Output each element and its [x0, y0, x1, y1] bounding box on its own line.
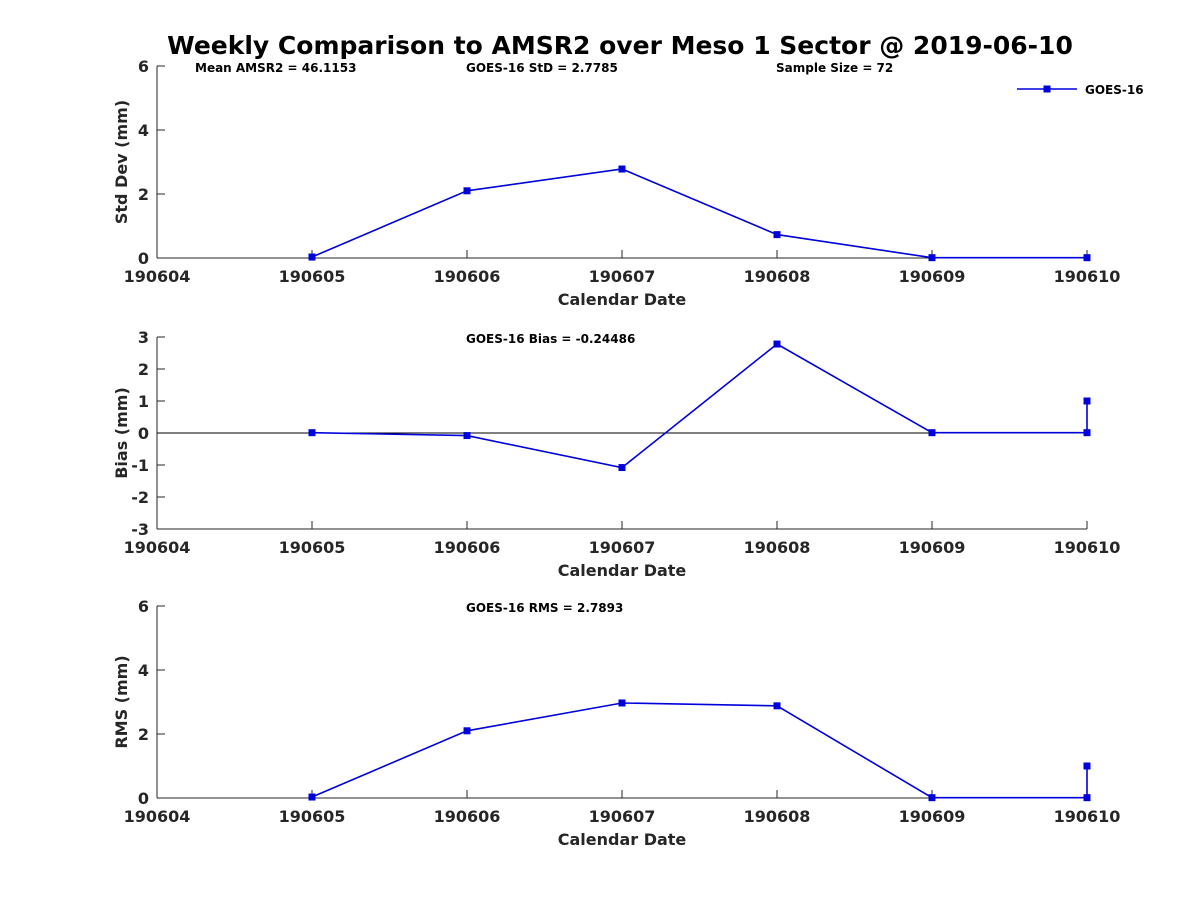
- stat-annotation: Mean AMSR2 = 46.1153: [195, 61, 356, 75]
- y-tick-label: 4: [138, 661, 149, 680]
- data-point: [308, 429, 316, 437]
- x-tick-label: 190609: [899, 538, 966, 557]
- x-tick-label: 190608: [744, 267, 811, 286]
- subplot-3: 190604 190605 190606 190607 190608 190609 1906…: [112, 597, 1120, 849]
- chart-title: Weekly Comparison to AMSR2 over Meso 1 S…: [167, 31, 1073, 60]
- x-axis-label: Calendar Date: [558, 561, 687, 580]
- data-point: [928, 254, 936, 262]
- data-point: [773, 340, 781, 348]
- y-tick-label: 0: [138, 424, 149, 443]
- x-tick-label: 190607: [589, 538, 656, 557]
- subplot-1: 190604 190605 190606 190607 190608 190609 1906…: [112, 57, 1144, 309]
- x-axis-label: Calendar Date: [558, 290, 687, 309]
- x-tick-label: 190604: [124, 538, 191, 557]
- data-point: [308, 793, 316, 801]
- y-axis-label: Bias (mm): [112, 387, 131, 479]
- x-tick-label: 190606: [434, 807, 501, 826]
- y-tick-label: 1: [138, 392, 149, 411]
- x-tick-label: 190605: [279, 538, 346, 557]
- x-tick-label: 190604: [124, 807, 191, 826]
- series-line: [311, 343, 1088, 469]
- data-point: [928, 794, 936, 802]
- x-tick-label: 190606: [434, 267, 501, 286]
- stat-annotation: GOES-16 StD = 2.7785: [466, 61, 618, 75]
- data-point: [463, 187, 471, 195]
- x-tick-label: 190607: [589, 267, 656, 286]
- stat-annotation: GOES-16 RMS = 2.7893: [466, 601, 623, 615]
- series-line: [311, 168, 1087, 259]
- x-tick-label: 190605: [279, 267, 346, 286]
- data-point: [1083, 429, 1091, 437]
- x-axis-label: Calendar Date: [558, 830, 687, 849]
- legend-marker: [1043, 85, 1051, 93]
- data-point: [1083, 254, 1091, 262]
- legend-label: GOES-16: [1085, 83, 1144, 97]
- x-tick-label: 190606: [434, 538, 501, 557]
- y-tick-label: 6: [138, 597, 149, 616]
- x-tick-label: 190607: [589, 807, 656, 826]
- stat-annotation: Sample Size = 72: [776, 61, 893, 75]
- data-point: [1083, 397, 1091, 405]
- x-tick-label: 190608: [744, 807, 811, 826]
- stat-annotation: GOES-16 Bias = -0.24486: [466, 332, 635, 346]
- data-point: [1083, 794, 1091, 802]
- y-tick-label: 2: [138, 185, 149, 204]
- y-axis-label: Std Dev (mm): [112, 100, 131, 224]
- x-tick-label: 190610: [1054, 267, 1121, 286]
- x-tick-label: 190610: [1054, 807, 1121, 826]
- data-point: [463, 727, 471, 735]
- data-point: [463, 432, 471, 440]
- y-tick-label: 2: [138, 360, 149, 379]
- data-point: [773, 702, 781, 710]
- legend: GOES-16: [1017, 83, 1144, 97]
- data-point: [308, 253, 316, 261]
- data-point: [618, 165, 626, 173]
- y-tick-label: 0: [138, 789, 149, 808]
- x-tick-label: 190605: [279, 807, 346, 826]
- y-tick-label: -1: [131, 456, 149, 475]
- y-tick-label: -3: [131, 520, 149, 539]
- x-tick-label: 190608: [744, 538, 811, 557]
- y-tick-label: -2: [131, 488, 149, 507]
- y-tick-label: 0: [138, 249, 149, 268]
- x-tick-label: 190610: [1054, 538, 1121, 557]
- data-point: [1083, 762, 1091, 770]
- data-point: [928, 429, 936, 437]
- series-line: [311, 702, 1088, 799]
- data-point: [618, 464, 626, 472]
- subplot-2: 190604 190605 190606 190607 190608 190609 1906…: [112, 328, 1120, 580]
- y-tick-label: 6: [138, 57, 149, 76]
- y-tick-label: 4: [138, 121, 149, 140]
- x-tick-label: 190609: [899, 267, 966, 286]
- x-tick-label: 190609: [899, 807, 966, 826]
- y-tick-label: 2: [138, 725, 149, 744]
- data-point: [773, 231, 781, 239]
- y-axis-label: RMS (mm): [112, 655, 131, 748]
- y-tick-label: 3: [138, 328, 149, 347]
- data-point: [618, 699, 626, 707]
- x-tick-label: 190604: [124, 267, 191, 286]
